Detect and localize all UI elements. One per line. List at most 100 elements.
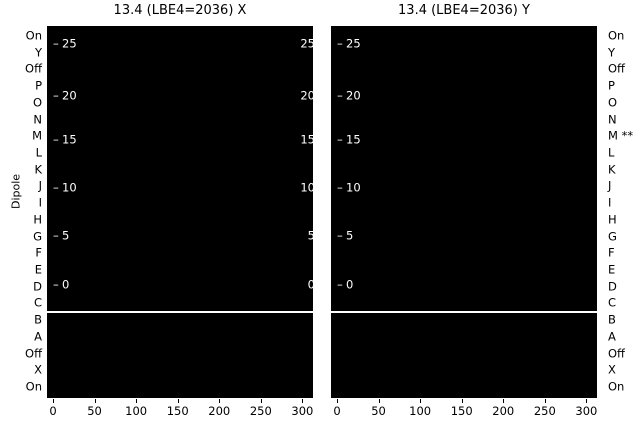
right-category-label-21: On [608,379,625,394]
panel-x-xaxis-tickmark-50 [94,399,96,403]
left-category-label-11: H [33,212,42,227]
right-category-label-13: F [608,245,615,260]
left-category-label-13: F [35,245,42,260]
panel-y-ytick-20: –20 [337,88,361,103]
plot-panel-x[interactable]: –25–20–15–10–5–0 25 20 15 10 5 0 [47,26,315,398]
panel-y-xaxis-ticklabel-0: 0 [333,404,341,418]
right-category-label-1: Y [608,45,616,60]
left-category-label-3: P [35,78,42,93]
right-category-label-3: P [608,78,615,93]
right-category-label-12: G [608,229,617,244]
tick-value: 10 [62,180,77,195]
right-category-label-2: Off [608,61,625,76]
left-category-label-12: G [33,229,42,244]
panel-y-ytick-10: –10 [337,180,361,195]
left-category-label-10: I [38,195,42,210]
panel-x-xaxis-ticklabel-150: 150 [166,404,189,418]
left-category-label-5: N [33,112,42,127]
panel-y-title: 13.4 (LBE4=2036) Y [398,3,530,18]
panel-x-xaxis-tickmark-250 [260,399,262,403]
tick-dash-icon: – [337,132,343,147]
y-axis-label: Dipole [9,173,23,210]
left-category-label-1: Y [34,45,42,60]
panel-y-xaxis-ticklabel-50: 50 [371,404,386,418]
panel-x-xaxis-tickmark-300 [302,399,304,403]
panel-x-ytick-5: –5 [53,228,70,243]
tick-value: 20 [62,88,77,103]
tick-dash-icon: – [53,228,59,243]
right-category-label-18: A [608,329,616,344]
panel-x-ytick-right-10: 10 [300,182,315,194]
tick-value: 25 [62,36,77,51]
left-category-label-0: On [25,28,42,43]
plot-panel-y[interactable]: –25–20–15–10–5–0 [331,26,597,398]
panel-x-ytick-right-15: 15 [300,134,315,146]
left-category-label-21: On [25,379,42,394]
panel-y-xaxis-tickmark-50 [378,399,380,403]
right-category-label-6: M ** [608,128,634,143]
right-category-label-19: Off [608,346,625,361]
panel-y-ytick-0: –0 [337,277,354,292]
tick-value: 15 [346,132,361,147]
panel-y-ytick-25: –25 [337,36,361,51]
tick-value: 0 [62,277,70,292]
tick-dash-icon: – [53,277,59,292]
x-axis-panel-y: 0 50 100 150 200 250 300 [331,399,597,439]
panel-x-xaxis-ticklabel-250: 250 [249,404,272,418]
left-category-label-6: M [32,128,42,143]
right-category-label-16: C [608,295,617,310]
left-category-label-20: X [34,362,42,377]
panel-x-xaxis-tickmark-200 [219,399,221,403]
panel-y-xaxis-ticklabel-150: 150 [450,404,473,418]
panel-x-xaxis-tickmark-0 [53,399,54,403]
right-category-label-8: K [608,162,616,177]
panel-x-xaxis-ticklabel-50: 50 [87,404,102,418]
left-category-label-4: O [32,95,42,110]
panel-x-ytick-15: –15 [53,132,77,147]
tick-value: 0 [346,277,354,292]
tick-value: 5 [346,228,354,243]
panel-y-xaxis-tickmark-300 [586,399,588,403]
tick-dash-icon: – [337,36,343,51]
panel-y-separator [331,311,597,313]
right-category-label-14: E [608,262,616,277]
tick-dash-icon: – [53,132,59,147]
panel-x-xaxis-ticklabel-0: 0 [49,404,57,418]
left-category-label-8: K [34,162,42,177]
panel-x-xaxis-tickmark-100 [136,399,138,403]
panel-x-ytick-25: –25 [53,36,77,51]
panel-y-xaxis-ticklabel-300: 300 [575,404,598,418]
tick-dash-icon: – [337,180,343,195]
left-category-label-7: L [35,145,42,160]
panel-x-ytick-right-5: 5 [307,230,315,242]
panel-y-xaxis-ticklabel-200: 200 [492,404,515,418]
panel-x-xaxis-ticklabel-100: 100 [125,404,148,418]
left-category-label-18: A [34,329,42,344]
left-category-label-15: D [33,279,42,294]
panel-y-xaxis-tickmark-150 [461,399,463,403]
panel-x-title: 13.4 (LBE4=2036) X [113,3,247,18]
panel-y-xaxis-ticklabel-100: 100 [409,404,432,418]
right-category-label-20: X [608,362,616,377]
panel-y-xaxis-tickmark-200 [503,399,505,403]
panel-y-ytick-5: –5 [337,228,354,243]
tick-value: 10 [346,180,361,195]
tick-dash-icon: – [337,88,343,103]
right-category-label-9: J [608,178,612,193]
tick-value: 5 [62,228,70,243]
tick-value: 15 [62,132,77,147]
panel-y-xaxis-ticklabel-250: 250 [533,404,556,418]
panel-x-xaxis-tickmark-150 [177,399,179,403]
right-category-label-5: N [608,112,617,127]
panel-x-xaxis-ticklabel-200: 200 [208,404,231,418]
panel-y-xaxis-tickmark-250 [544,399,546,403]
left-category-label-2: Off [25,61,42,76]
right-category-label-4: O [608,95,618,110]
tick-value: 20 [346,88,361,103]
right-category-label-7: L [608,145,615,160]
tick-dash-icon: – [53,36,59,51]
right-category-label-0: On [608,28,625,43]
right-category-label-15: D [608,279,617,294]
left-category-label-17: B [34,312,42,327]
